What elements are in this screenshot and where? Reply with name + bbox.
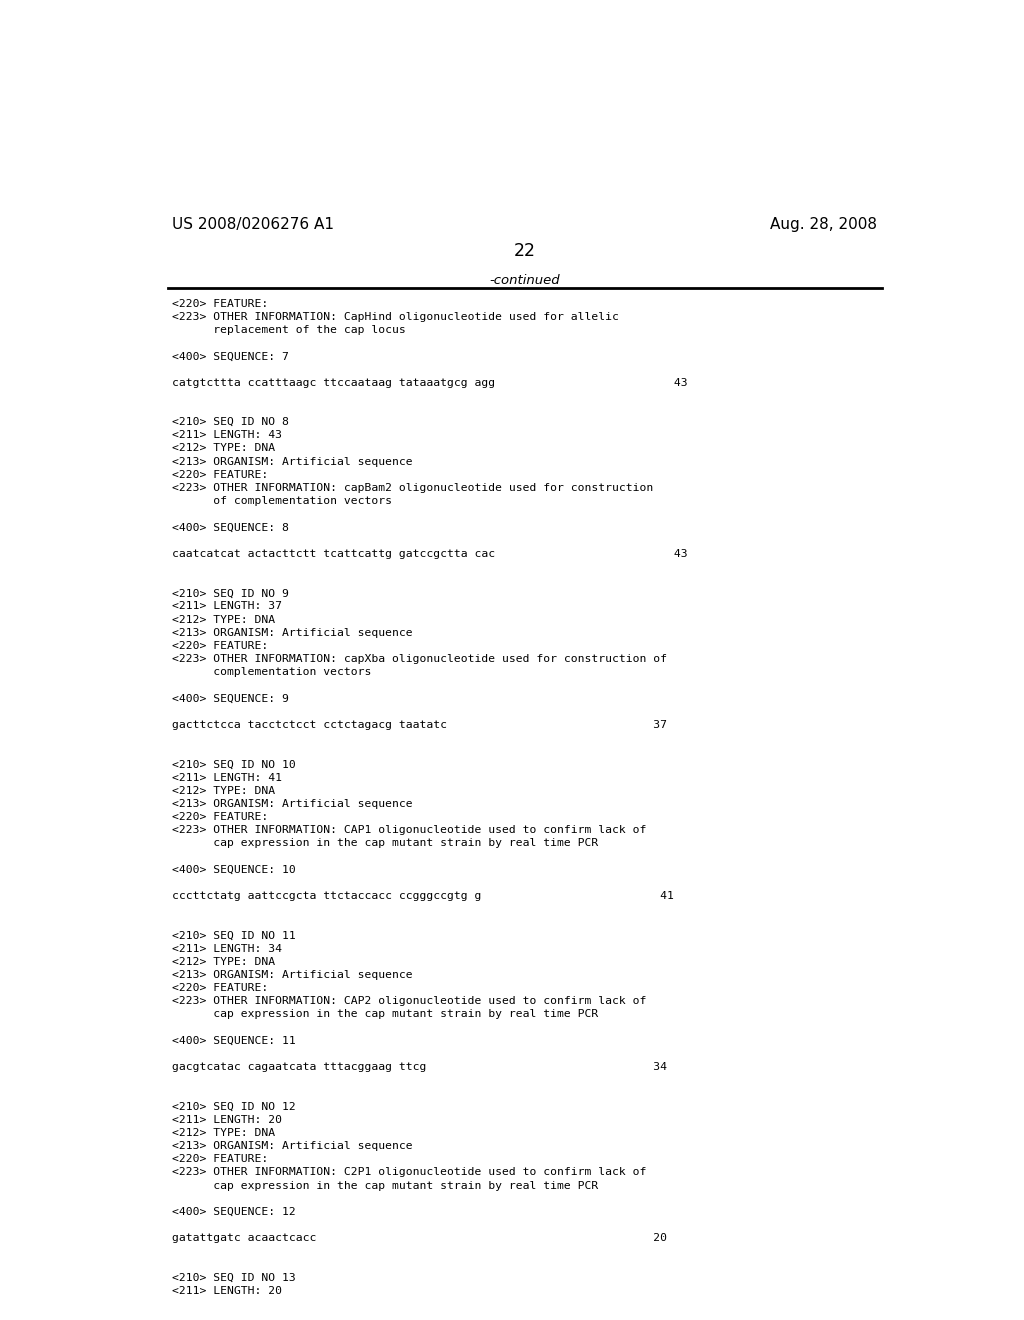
Text: <212> TYPE: DNA: <212> TYPE: DNA: [172, 957, 275, 966]
Text: of complementation vectors: of complementation vectors: [172, 496, 392, 506]
Text: <212> TYPE: DNA: <212> TYPE: DNA: [172, 444, 275, 454]
Text: cap expression in the cap mutant strain by real time PCR: cap expression in the cap mutant strain …: [172, 838, 599, 849]
Text: <220> FEATURE:: <220> FEATURE:: [172, 1154, 268, 1164]
Text: <212> TYPE: DNA: <212> TYPE: DNA: [172, 785, 275, 796]
Text: <220> FEATURE:: <220> FEATURE:: [172, 470, 268, 479]
Text: replacement of the cap locus: replacement of the cap locus: [172, 325, 407, 335]
Text: catgtcttta ccatttaagc ttccaataag tataaatgcg agg                          43: catgtcttta ccatttaagc ttccaataag tataaat…: [172, 378, 688, 388]
Text: <400> SEQUENCE: 8: <400> SEQUENCE: 8: [172, 523, 290, 532]
Text: <211> LENGTH: 34: <211> LENGTH: 34: [172, 944, 283, 953]
Text: cap expression in the cap mutant strain by real time PCR: cap expression in the cap mutant strain …: [172, 1010, 599, 1019]
Text: <210> SEQ ID NO 11: <210> SEQ ID NO 11: [172, 931, 296, 940]
Text: <212> TYPE: DNA: <212> TYPE: DNA: [172, 615, 275, 624]
Text: <210> SEQ ID NO 12: <210> SEQ ID NO 12: [172, 1102, 296, 1111]
Text: <211> LENGTH: 20: <211> LENGTH: 20: [172, 1286, 283, 1296]
Text: <211> LENGTH: 20: <211> LENGTH: 20: [172, 1114, 283, 1125]
Text: <220> FEATURE:: <220> FEATURE:: [172, 983, 268, 993]
Text: Aug. 28, 2008: Aug. 28, 2008: [770, 218, 878, 232]
Text: <223> OTHER INFORMATION: CAP1 oligonucleotide used to confirm lack of: <223> OTHER INFORMATION: CAP1 oligonucle…: [172, 825, 647, 836]
Text: <223> OTHER INFORMATION: C2P1 oligonucleotide used to confirm lack of: <223> OTHER INFORMATION: C2P1 oligonucle…: [172, 1167, 647, 1177]
Text: <210> SEQ ID NO 10: <210> SEQ ID NO 10: [172, 759, 296, 770]
Text: <400> SEQUENCE: 7: <400> SEQUENCE: 7: [172, 351, 290, 362]
Text: complementation vectors: complementation vectors: [172, 667, 372, 677]
Text: <400> SEQUENCE: 12: <400> SEQUENCE: 12: [172, 1206, 296, 1217]
Text: <400> SEQUENCE: 11: <400> SEQUENCE: 11: [172, 1036, 296, 1045]
Text: <210> SEQ ID NO 8: <210> SEQ ID NO 8: [172, 417, 290, 428]
Text: <220> FEATURE:: <220> FEATURE:: [172, 642, 268, 651]
Text: 22: 22: [514, 242, 536, 260]
Text: gatattgatc acaactcacc                                                 20: gatattgatc acaactcacc 20: [172, 1233, 668, 1243]
Text: gacttctcca tacctctcct cctctagacg taatatc                              37: gacttctcca tacctctcct cctctagacg taatatc…: [172, 719, 668, 730]
Text: <211> LENGTH: 41: <211> LENGTH: 41: [172, 772, 283, 783]
Text: <213> ORGANISM: Artificial sequence: <213> ORGANISM: Artificial sequence: [172, 457, 413, 466]
Text: <211> LENGTH: 43: <211> LENGTH: 43: [172, 430, 283, 441]
Text: caatcatcat actacttctt tcattcattg gatccgctta cac                          43: caatcatcat actacttctt tcattcattg gatccgc…: [172, 549, 688, 558]
Text: <223> OTHER INFORMATION: capBam2 oligonucleotide used for construction: <223> OTHER INFORMATION: capBam2 oligonu…: [172, 483, 653, 492]
Text: cccttctatg aattccgcta ttctaccacc ccgggccgtg g                          41: cccttctatg aattccgcta ttctaccacc ccgggcc…: [172, 891, 675, 902]
Text: <400> SEQUENCE: 10: <400> SEQUENCE: 10: [172, 865, 296, 875]
Text: <220> FEATURE:: <220> FEATURE:: [172, 812, 268, 822]
Text: <223> OTHER INFORMATION: CAP2 oligonucleotide used to confirm lack of: <223> OTHER INFORMATION: CAP2 oligonucle…: [172, 997, 647, 1006]
Text: cap expression in the cap mutant strain by real time PCR: cap expression in the cap mutant strain …: [172, 1180, 599, 1191]
Text: <213> ORGANISM: Artificial sequence: <213> ORGANISM: Artificial sequence: [172, 970, 413, 979]
Text: gacgtcatac cagaatcata tttacggaag ttcg                                 34: gacgtcatac cagaatcata tttacggaag ttcg 34: [172, 1063, 668, 1072]
Text: -continued: -continued: [489, 275, 560, 288]
Text: <212> TYPE: DNA: <212> TYPE: DNA: [172, 1127, 275, 1138]
Text: <223> OTHER INFORMATION: CapHind oligonucleotide used for allelic: <223> OTHER INFORMATION: CapHind oligonu…: [172, 312, 620, 322]
Text: <223> OTHER INFORMATION: capXba oligonucleotide used for construction of: <223> OTHER INFORMATION: capXba oligonuc…: [172, 653, 668, 664]
Text: <213> ORGANISM: Artificial sequence: <213> ORGANISM: Artificial sequence: [172, 628, 413, 638]
Text: <211> LENGTH: 37: <211> LENGTH: 37: [172, 602, 283, 611]
Text: <213> ORGANISM: Artificial sequence: <213> ORGANISM: Artificial sequence: [172, 799, 413, 809]
Text: <400> SEQUENCE: 9: <400> SEQUENCE: 9: [172, 693, 290, 704]
Text: US 2008/0206276 A1: US 2008/0206276 A1: [172, 218, 335, 232]
Text: <210> SEQ ID NO 13: <210> SEQ ID NO 13: [172, 1272, 296, 1283]
Text: <213> ORGANISM: Artificial sequence: <213> ORGANISM: Artificial sequence: [172, 1140, 413, 1151]
Text: <210> SEQ ID NO 9: <210> SEQ ID NO 9: [172, 589, 290, 598]
Text: <220> FEATURE:: <220> FEATURE:: [172, 298, 268, 309]
